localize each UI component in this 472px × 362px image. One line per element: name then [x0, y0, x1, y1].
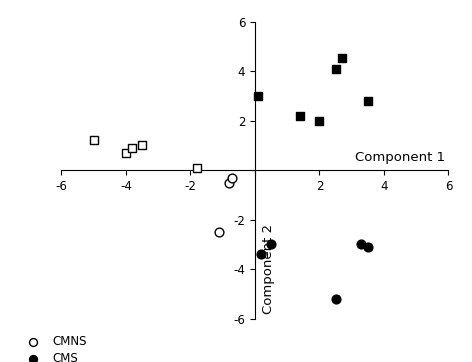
Legend: CMNS, CMS, GiINS, GiIS: CMNS, CMS, GiINS, GiIS: [17, 331, 92, 362]
GiINS: [128, 145, 136, 151]
GiIS: [338, 55, 346, 60]
CMNS: [225, 180, 233, 185]
CMS: [358, 241, 365, 247]
GiIS: [364, 98, 371, 104]
GiINS: [138, 143, 146, 148]
GiIS: [316, 118, 323, 123]
Text: Component 2: Component 2: [262, 223, 275, 313]
CMS: [364, 244, 371, 250]
GiIS: [296, 113, 304, 119]
GiIS: [254, 93, 262, 99]
CMS: [258, 251, 265, 257]
CMS: [267, 241, 275, 247]
GiIS: [332, 66, 339, 72]
Text: Component 1: Component 1: [355, 151, 445, 164]
CMNS: [216, 229, 223, 235]
GiINS: [122, 150, 130, 156]
GiINS: [193, 165, 201, 171]
CMS: [332, 296, 339, 302]
GiINS: [90, 138, 97, 143]
CMNS: [228, 175, 236, 181]
